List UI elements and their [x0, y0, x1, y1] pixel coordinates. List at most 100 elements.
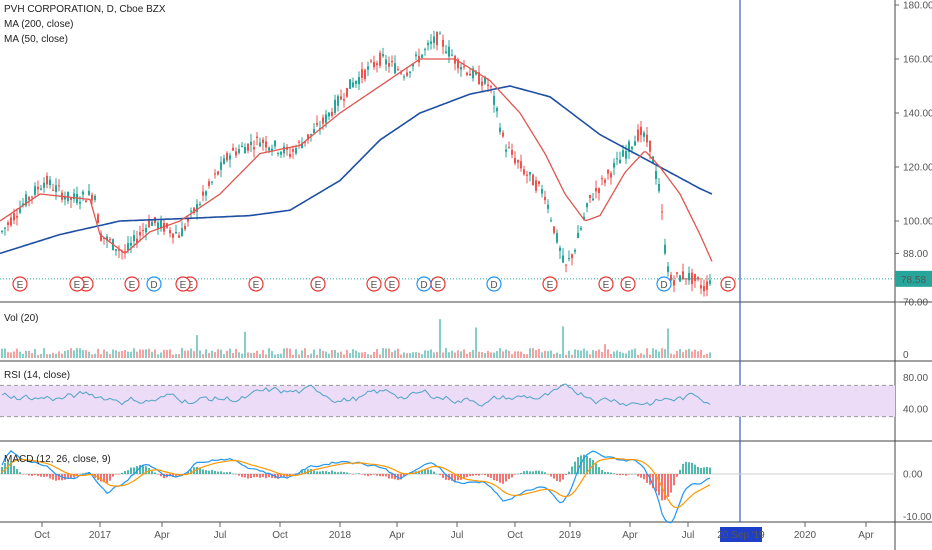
- candle-body: [610, 173, 612, 178]
- candle-body: [499, 127, 501, 133]
- volume-bar: [529, 348, 531, 358]
- volume-pane-label[interactable]: Vol (20): [4, 313, 39, 324]
- volume-bar: [409, 353, 411, 358]
- volume-bar: [73, 350, 75, 358]
- volume-bar: [514, 351, 516, 358]
- ma200-legend[interactable]: MA (200, close): [4, 19, 74, 30]
- volume-bar: [301, 350, 303, 358]
- candle-body: [691, 272, 693, 285]
- candle-body: [553, 226, 555, 233]
- candle-body: [337, 96, 339, 106]
- candles: [1, 30, 711, 297]
- volume-bar: [406, 353, 408, 358]
- macd-hist-bar: [550, 474, 552, 477]
- macd-hist-bar: [367, 474, 369, 477]
- volume-bar: [589, 354, 591, 358]
- volume-bar: [25, 350, 27, 358]
- volume-bar: [235, 348, 237, 358]
- volume-bar: [79, 348, 81, 358]
- candle-body: [517, 160, 519, 163]
- candle-body: [655, 170, 657, 180]
- rsi-pane-label[interactable]: RSI (14, close): [4, 370, 71, 381]
- volume-bar: [199, 350, 201, 358]
- event-label: E: [17, 280, 24, 291]
- volume-bar: [121, 350, 123, 358]
- macd-hist-bar: [142, 464, 144, 474]
- macd-hist-bar: [379, 474, 381, 477]
- volume-bar: [40, 353, 42, 358]
- candle-body: [562, 255, 564, 263]
- macd-hist-bar: [523, 471, 525, 474]
- macd-hist-bar: [433, 471, 435, 474]
- candle-body: [637, 129, 639, 141]
- volume-bar: [397, 348, 399, 358]
- volume-bar: [556, 352, 558, 358]
- macd-hist-bar: [403, 474, 405, 477]
- candle-body: [31, 196, 33, 198]
- macd-hist-bar: [16, 469, 18, 474]
- candle-body: [382, 54, 384, 57]
- macd-hist-bar: [430, 469, 432, 474]
- candle-body: [262, 139, 264, 144]
- macd-hist-bar: [673, 474, 675, 486]
- candle-body: [148, 220, 150, 227]
- candle-body: [328, 112, 330, 117]
- volume-bar: [328, 353, 330, 358]
- volume-bar: [430, 349, 432, 358]
- macd-hist-bar: [541, 471, 543, 474]
- volume-bar: [592, 350, 594, 358]
- volume-bar: [13, 351, 15, 358]
- macd-hist-bar: [400, 474, 402, 480]
- candle-body: [514, 158, 516, 164]
- volume-bar: [115, 350, 117, 358]
- volume-bar: [112, 349, 114, 358]
- volume-bar: [28, 350, 30, 358]
- macd-hist-bar: [340, 471, 342, 474]
- volume-bar: [385, 348, 387, 358]
- volume-bar: [451, 350, 453, 358]
- volume-bar: [553, 353, 555, 358]
- crosshair-date-box: [720, 527, 762, 542]
- candle-body: [85, 200, 87, 203]
- macd-hist-bar: [700, 467, 702, 474]
- candle-body: [100, 233, 102, 241]
- candle-body: [190, 210, 192, 212]
- volume-bar: [424, 350, 426, 358]
- candle-body: [583, 216, 585, 220]
- candle-body: [442, 39, 444, 47]
- candle-body: [646, 134, 648, 143]
- time-label-10: Apr: [622, 530, 638, 541]
- volume-bar: [568, 350, 570, 358]
- candle-body: [208, 181, 210, 187]
- candle-body: [541, 189, 543, 194]
- candle-body: [22, 203, 24, 206]
- macd-hist-bar: [607, 472, 609, 474]
- event-label: E: [603, 280, 610, 291]
- candle-body: [412, 63, 414, 67]
- event-marker: [656, 276, 672, 292]
- candle-body: [628, 141, 630, 152]
- macd-hist-bar: [556, 474, 558, 481]
- candle-body: [256, 136, 258, 138]
- volume-bar: [478, 351, 480, 358]
- candle-body: [184, 225, 186, 230]
- candle-body: [271, 148, 273, 152]
- candle-body: [379, 52, 381, 66]
- ma50-legend[interactable]: MA (50, close): [4, 34, 68, 45]
- volume-bar: [211, 350, 213, 358]
- candle-body: [706, 281, 708, 290]
- candle-body: [175, 231, 177, 234]
- time-label-7: Jul: [451, 530, 464, 541]
- volume-bar: [181, 348, 183, 358]
- volume-bar: [499, 348, 501, 358]
- volume-bar: [358, 352, 360, 358]
- candle-body: [568, 257, 570, 259]
- candle-body: [571, 254, 573, 259]
- volume-bar: [52, 352, 54, 358]
- macd-pane-label[interactable]: MACD (12, 26, close, 9): [4, 454, 111, 465]
- macd-hist-bar: [616, 474, 618, 475]
- candle-body: [58, 185, 60, 187]
- candle-body: [472, 68, 474, 79]
